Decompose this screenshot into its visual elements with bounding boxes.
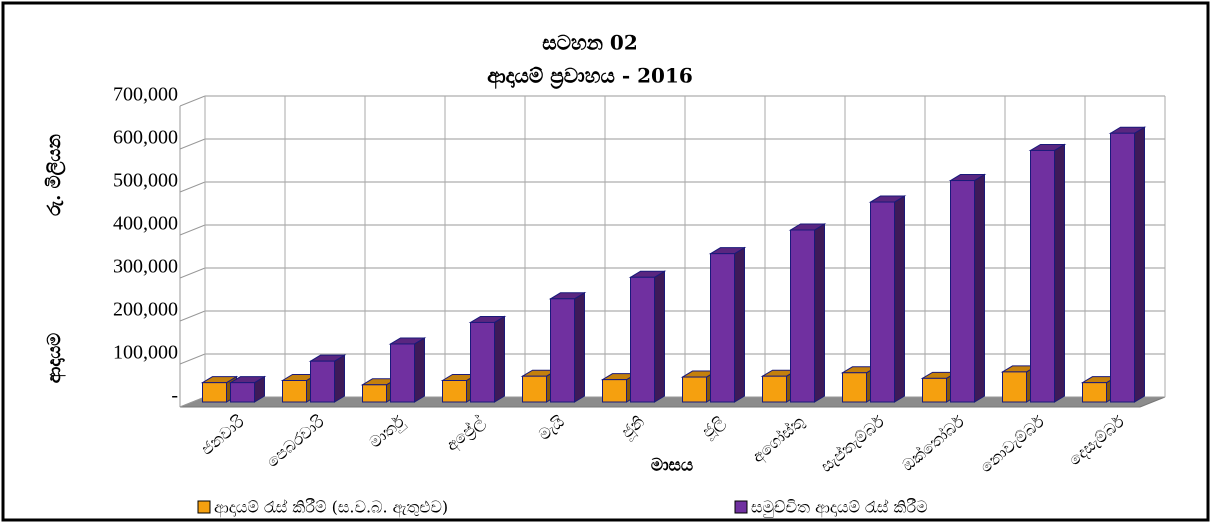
legend-label: ආදායම් රැස් කිරීම් (ස.ව.බ. ඇතුළුව) bbox=[214, 498, 448, 518]
grid-line bbox=[179, 353, 206, 365]
grid-line bbox=[179, 138, 206, 150]
y-tick-label: 200,000 bbox=[113, 299, 178, 321]
chart-subtitle: ආදායම් ප්‍රවාහය - 2016 bbox=[487, 64, 693, 91]
bar-side bbox=[1134, 126, 1145, 403]
grid-line bbox=[179, 95, 206, 107]
bar bbox=[390, 343, 415, 403]
y-tick-label: 100,000 bbox=[113, 342, 178, 364]
bar bbox=[870, 201, 895, 403]
bar bbox=[550, 298, 575, 403]
y-axis-label: රු. මිලියන bbox=[44, 134, 66, 216]
bar bbox=[282, 380, 307, 403]
legend-swatch bbox=[734, 500, 748, 514]
bar bbox=[602, 379, 627, 403]
grid-line bbox=[179, 396, 206, 408]
bar bbox=[842, 372, 867, 403]
bar-side bbox=[414, 337, 425, 403]
bar-side bbox=[574, 291, 585, 403]
bar bbox=[762, 375, 787, 403]
bar bbox=[522, 375, 547, 403]
bar bbox=[682, 376, 707, 403]
y-tick-label: - bbox=[171, 385, 178, 407]
grid-line bbox=[179, 267, 206, 279]
y-tick-label: 700,000 bbox=[113, 84, 178, 106]
bar bbox=[710, 253, 735, 403]
bar bbox=[1002, 371, 1027, 403]
bar bbox=[230, 382, 255, 403]
x-axis-label: මාසය bbox=[651, 456, 693, 476]
bar bbox=[790, 229, 815, 403]
bar-side bbox=[1054, 143, 1065, 403]
bar-side bbox=[894, 195, 905, 403]
legend-label: සමුච්චිත ආදායම් රැස් කිරීම bbox=[751, 498, 928, 518]
bar-side bbox=[734, 246, 745, 403]
bar-side bbox=[654, 270, 665, 403]
bar bbox=[1082, 382, 1107, 403]
bar bbox=[922, 377, 947, 403]
bar bbox=[202, 382, 227, 403]
y-axis-label: ආදායම bbox=[44, 333, 66, 384]
chart-title: සටහන 02 bbox=[542, 31, 638, 55]
bar bbox=[1030, 149, 1055, 403]
bar bbox=[950, 180, 975, 403]
bar bbox=[310, 360, 335, 403]
y-tick-label: 600,000 bbox=[113, 127, 178, 149]
grid-line bbox=[179, 310, 206, 322]
grid-line bbox=[179, 181, 206, 193]
y-tick-label: 500,000 bbox=[113, 170, 178, 192]
y-tick-label: 400,000 bbox=[113, 213, 178, 235]
grid-line bbox=[179, 224, 206, 236]
bar bbox=[470, 321, 495, 403]
bar bbox=[362, 384, 387, 403]
bar-side bbox=[334, 354, 345, 403]
bar-side bbox=[814, 223, 825, 403]
bar-side bbox=[974, 173, 985, 403]
bar bbox=[442, 380, 467, 403]
y-tick-label: 300,000 bbox=[113, 256, 178, 278]
legend-swatch bbox=[197, 500, 211, 514]
bar bbox=[1110, 132, 1135, 403]
bar bbox=[630, 276, 655, 403]
bar-side bbox=[494, 315, 505, 403]
